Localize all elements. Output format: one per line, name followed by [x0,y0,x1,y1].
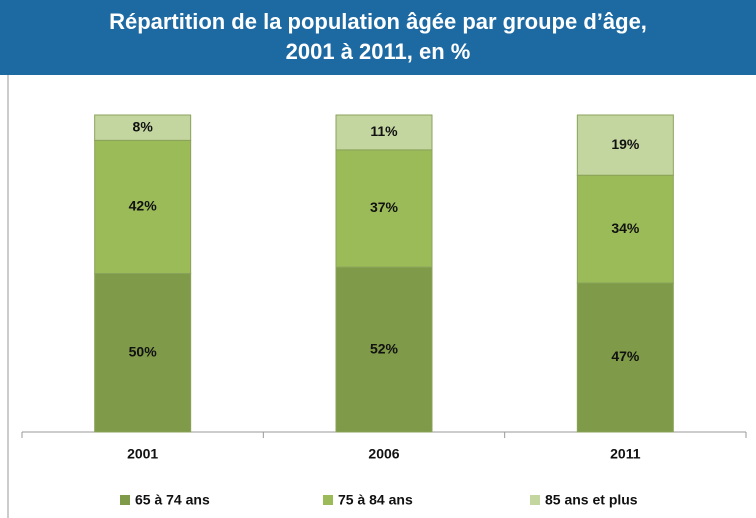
bar-segment [576,282,674,433]
bar-segment [335,266,433,433]
x-tick-label: 2006 [368,446,399,462]
data-label: 37% [370,199,399,215]
data-label: 50% [129,343,158,359]
data-label: 34% [611,220,640,236]
bar-segment [335,149,433,268]
x-tick-label: 2001 [127,446,158,462]
legend-swatch [530,495,540,505]
chart-title: Répartition de la population âgée par gr… [0,0,756,75]
data-label: 11% [370,123,398,139]
bar-segment [576,174,674,284]
data-label: 42% [129,198,158,214]
x-tick-label: 2011 [610,446,641,462]
bar-segment [335,114,433,151]
data-label: 47% [611,348,640,364]
data-label: 19% [611,136,640,152]
legend-label: 75 à 84 ans [338,492,413,508]
legend-label: 85 ans et plus [545,492,638,508]
legend-swatch [120,495,130,505]
bar-segment [94,139,192,274]
legend-swatch [323,495,333,505]
bar-segment [576,114,674,176]
bar-segment [94,114,192,141]
data-label: 8% [133,118,154,134]
legend-label: 65 à 74 ans [135,492,210,508]
data-label: 52% [370,340,399,356]
bar-segment [94,273,192,433]
